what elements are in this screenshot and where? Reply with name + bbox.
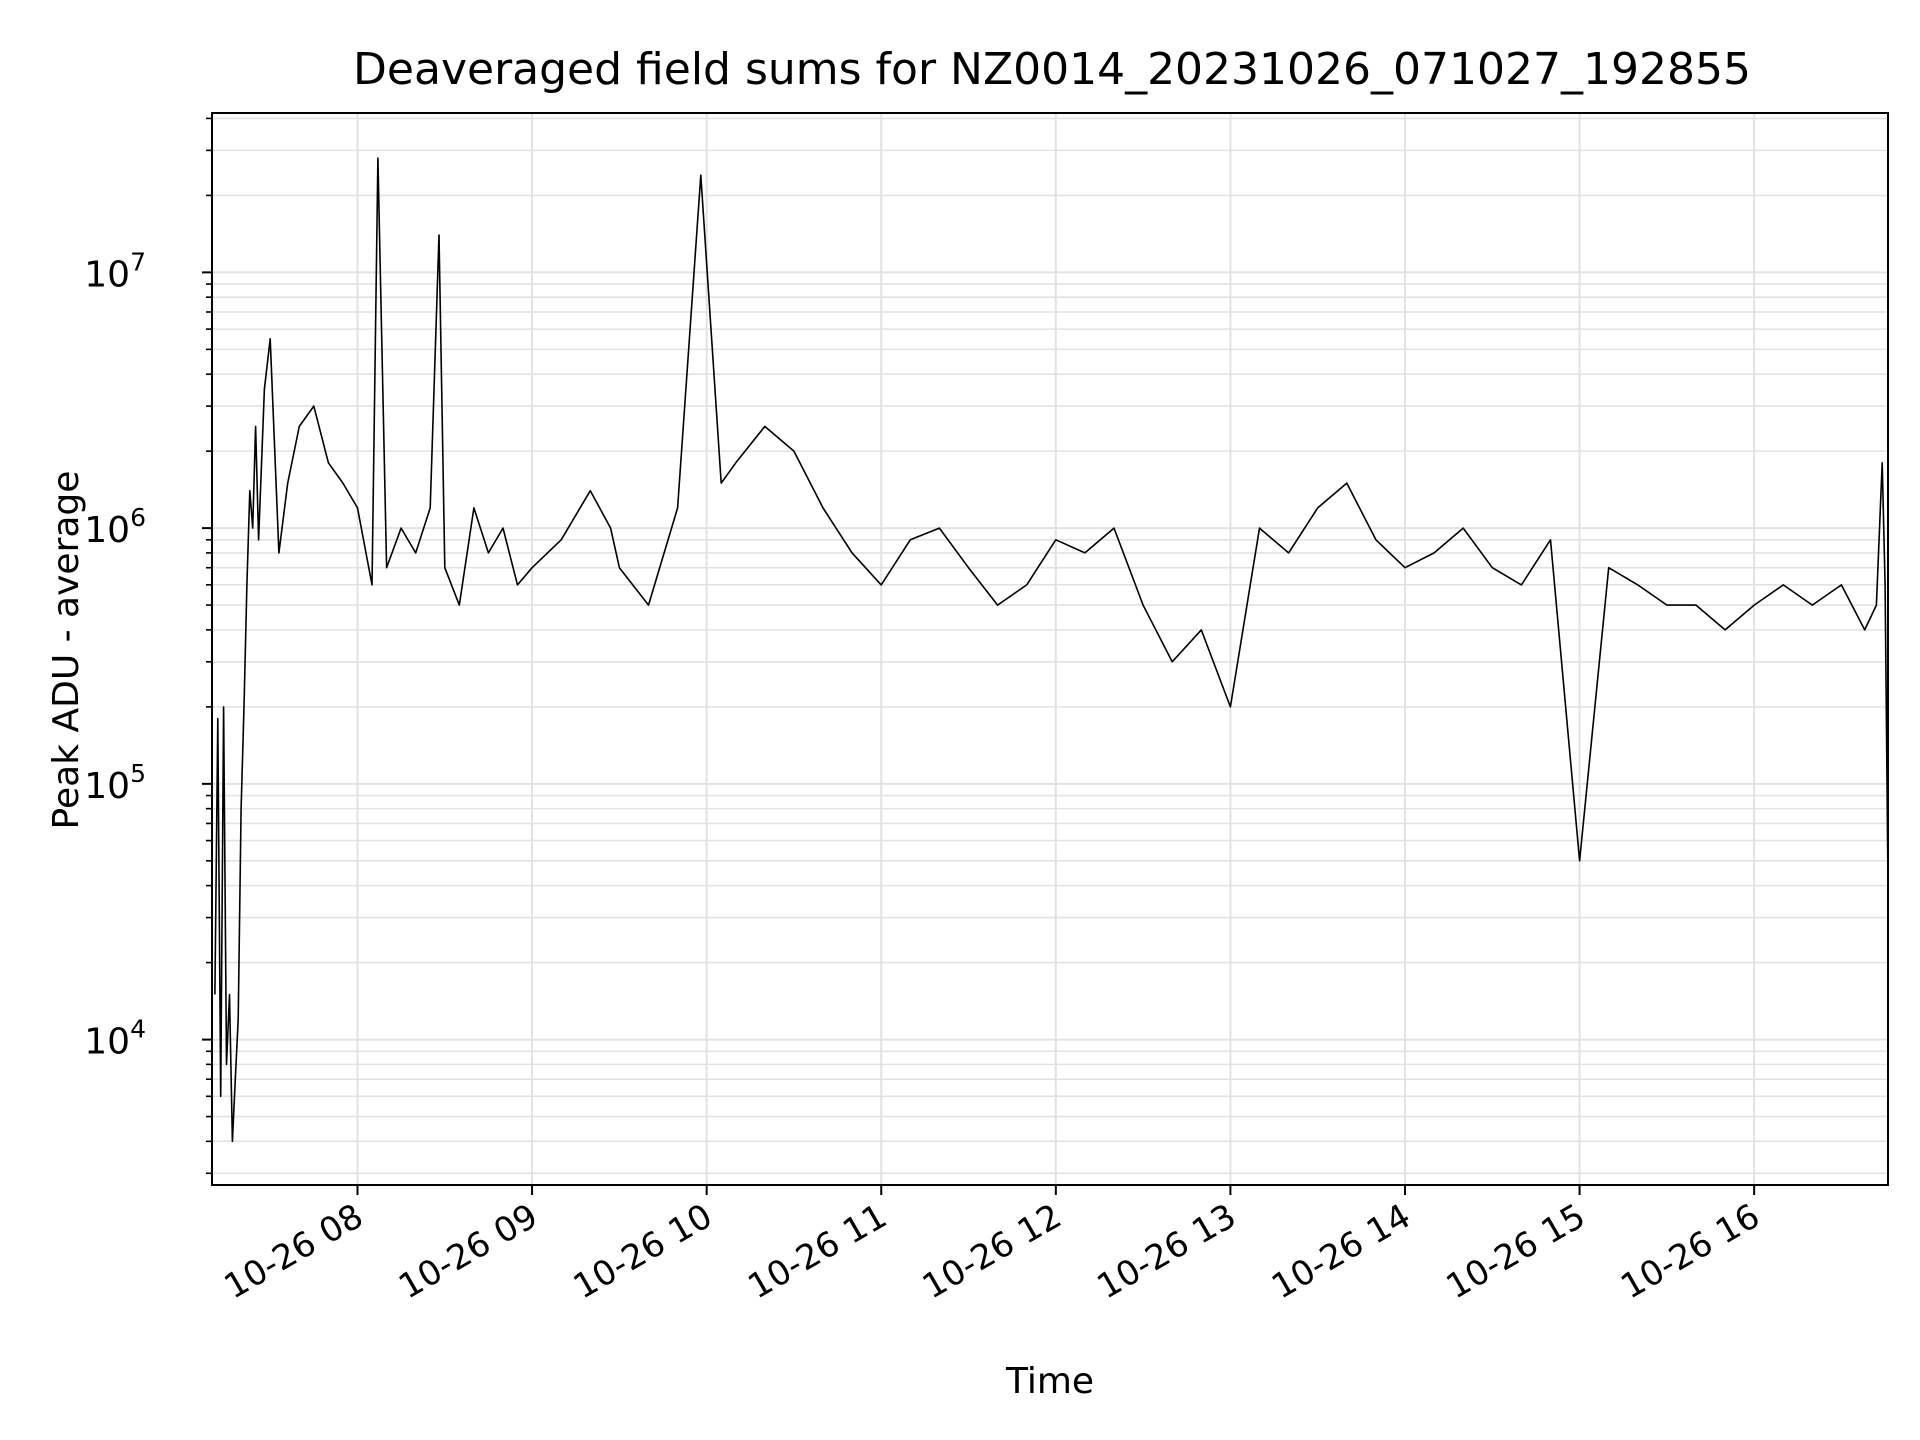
- y-tick-exponent: 5: [130, 759, 146, 788]
- y-tick-exponent: 6: [130, 503, 146, 532]
- grid: [212, 113, 1888, 1185]
- plot-area: [212, 113, 1888, 1185]
- y-tick-exponent: 4: [130, 1015, 146, 1044]
- plot-frame: [211, 112, 1889, 1186]
- y-tick-exponent: 7: [130, 247, 146, 276]
- y-axis-label: Peak ADU - average: [46, 471, 87, 830]
- x-axis-label: Time: [1005, 1361, 1094, 1402]
- y-tick-label: 104: [84, 1015, 146, 1063]
- series-line-group: [214, 157, 1889, 1143]
- series-line: [214, 157, 1889, 1143]
- chart-title: Deaveraged field sums for NZ0014_2023102…: [353, 44, 1751, 95]
